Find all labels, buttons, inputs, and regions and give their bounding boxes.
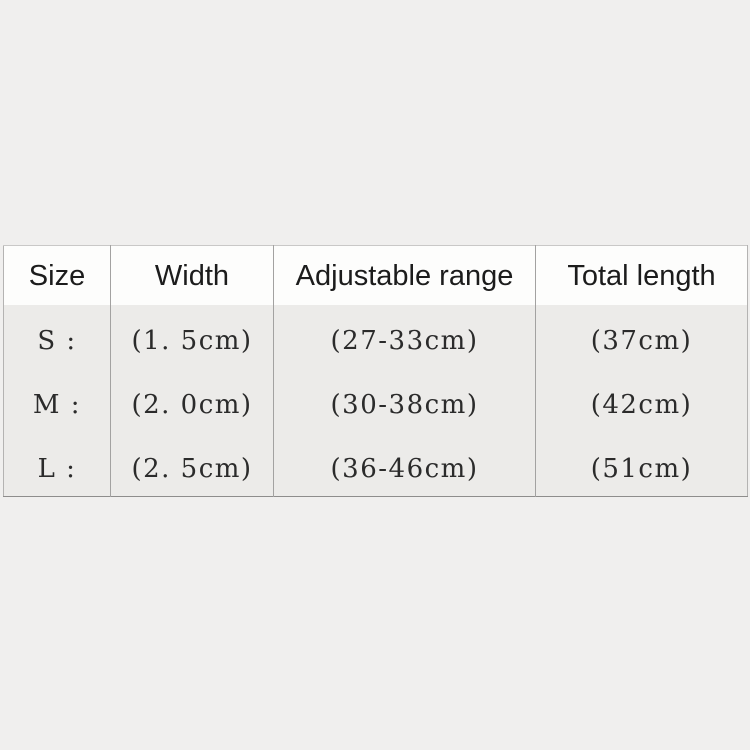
cell-size-m: M : [3,368,111,433]
table-row-s: S : (1. 5cm) (27-33cm) (37cm) [3,304,748,369]
column-header-size: Size [3,245,111,305]
cell-width-s: (1. 5cm) [110,304,274,369]
column-header-width: Width [110,245,274,305]
cell-size-l: L : [3,432,111,497]
cell-width-l: (2. 5cm) [110,432,274,497]
table-row-l: L : (2. 5cm) (36-46cm) (51cm) [3,432,748,497]
cell-range-m: (30-38cm) [273,368,536,433]
cell-width-m: (2. 0cm) [110,368,274,433]
column-header-adjustable-range: Adjustable range [273,245,536,305]
cell-total-l: (51cm) [535,432,748,497]
table-row-m: M : (2. 0cm) (30-38cm) (42cm) [3,368,748,433]
cell-range-s: (27-33cm) [273,304,536,369]
size-chart-table: Size Width Adjustable range Total length… [3,245,748,497]
cell-total-s: (37cm) [535,304,748,369]
cell-range-l: (36-46cm) [273,432,536,497]
column-header-total-length: Total length [535,245,748,305]
header-row: Size Width Adjustable range Total length [3,245,748,305]
cell-total-m: (42cm) [535,368,748,433]
cell-size-s: S : [3,304,111,369]
